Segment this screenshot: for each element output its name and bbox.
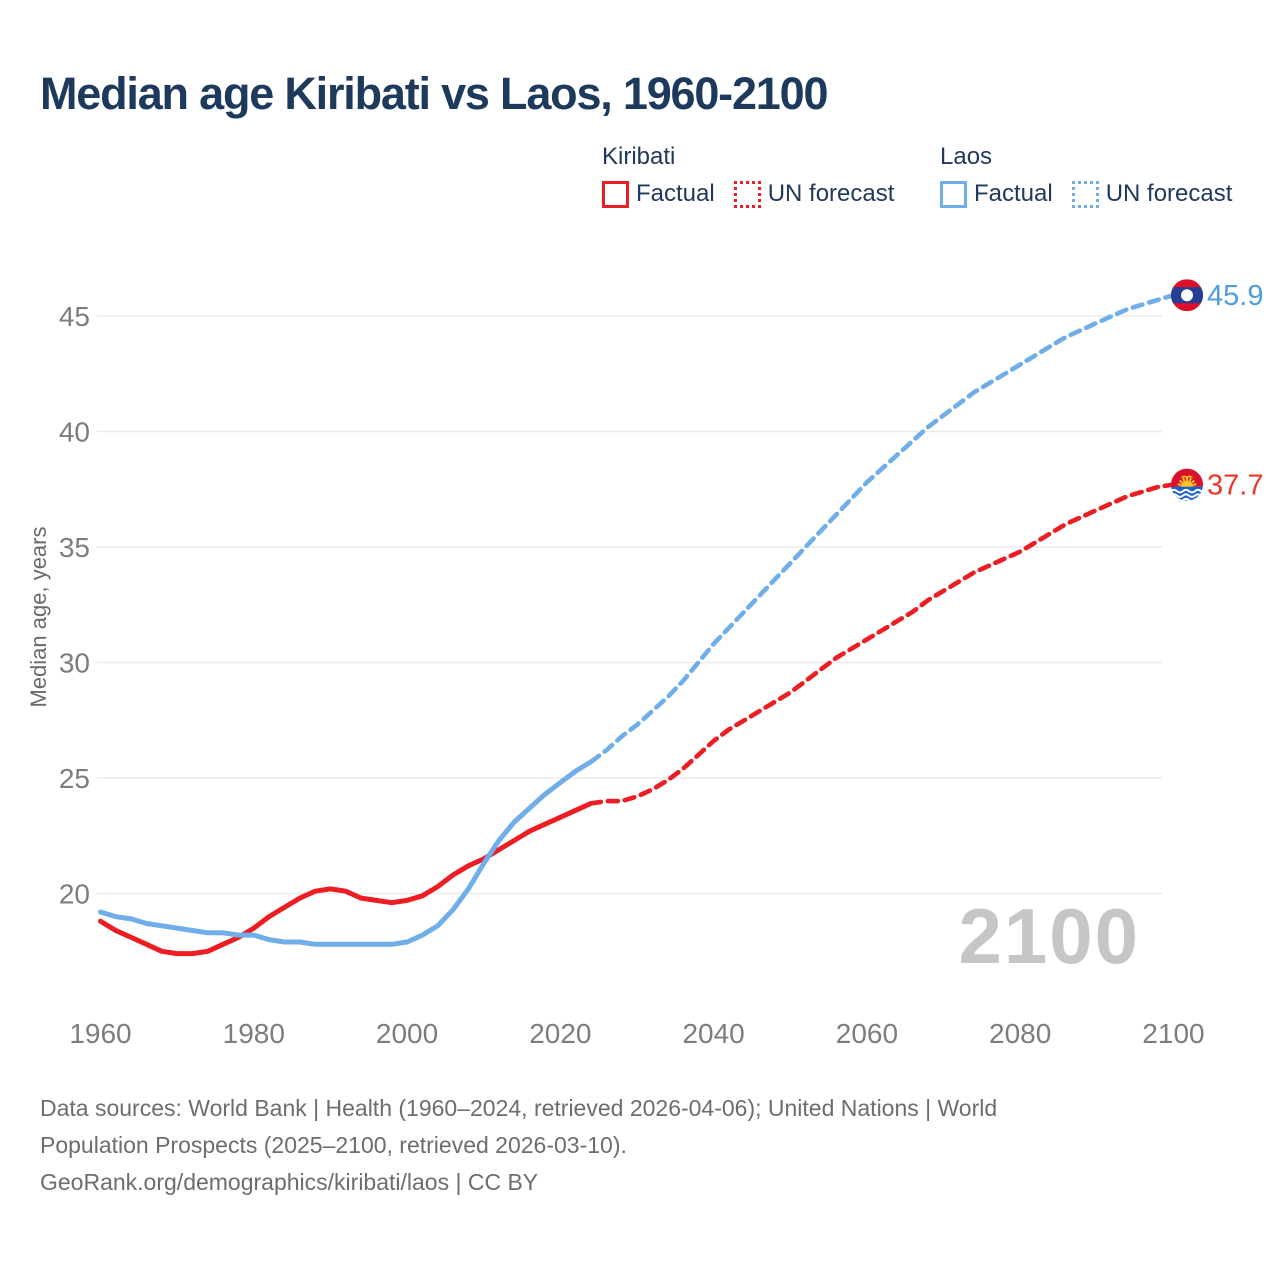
legend-item-label: Factual (974, 180, 1053, 207)
end-value-label-kiribati: 37.7 (1207, 470, 1263, 502)
series-line-laos-dashed (588, 292, 1176, 765)
legend-swatch-dotted-icon (733, 180, 761, 208)
y-tick-label: 25 (59, 763, 90, 794)
y-tick-label: 35 (59, 532, 90, 563)
x-tick-label: 2100 (1142, 1018, 1204, 1049)
x-tick-label: 1980 (223, 1018, 285, 1049)
legend-swatch-solid-icon (602, 180, 629, 208)
legend-item-label: UN forecast (1105, 180, 1233, 207)
series-line-kiribati-dashed (588, 482, 1176, 806)
kiribati-flag-icon (1171, 468, 1203, 501)
legend-group-laos: Laos Factual UN forecast (940, 143, 1232, 208)
legend-heading-kiribati: Kiribati (602, 143, 676, 170)
page-title: Median age Kiribati vs Laos, 1960-2100 (40, 68, 828, 119)
footer-line[interactable]: GeoRank.org/demographics/kiribati/laos |… (40, 1169, 539, 1195)
laos-flag-icon (1171, 279, 1203, 312)
legend-group-kiribati: Kiribati Factual UN forecast (602, 143, 894, 208)
end-value-label-laos: 45.9 (1207, 280, 1263, 312)
y-axis-title: Median age, years (26, 527, 51, 708)
legend-heading-laos: Laos (940, 143, 993, 170)
watermark: 2100 (958, 892, 1140, 980)
data-sources-note: Data sources: World Bank | Health (1960–… (40, 1090, 997, 1201)
y-tick-label: 45 (59, 301, 90, 332)
y-tick-label: 20 (59, 879, 90, 910)
x-tick-label: 1960 (69, 1018, 131, 1049)
x-tick-label: 2000 (376, 1018, 438, 1049)
legend-item-laos-forecast[interactable]: UN forecast (1071, 180, 1233, 208)
legend-item-laos-factual[interactable]: Factual (940, 180, 1053, 208)
legend-swatch-dotted-icon (1071, 180, 1099, 208)
x-tick-label: 2060 (836, 1018, 898, 1049)
y-tick-label: 30 (59, 648, 90, 679)
legend-item-label: Factual (636, 180, 715, 207)
series-line-kiribati-solid (98, 800, 594, 957)
footer-line: Population Prospects (2025–2100, retriev… (40, 1132, 627, 1158)
x-tick-label: 2020 (529, 1018, 591, 1049)
series-line-laos-solid (98, 759, 594, 947)
legend-swatch-solid-icon (940, 180, 967, 208)
footer-line: Data sources: World Bank | Health (1960–… (40, 1095, 998, 1121)
y-tick-label: 40 (59, 417, 90, 448)
legend-item-kiribati-factual[interactable]: Factual (602, 180, 715, 208)
legend-item-label: UN forecast (767, 180, 895, 207)
x-tick-label: 2080 (989, 1018, 1051, 1049)
x-tick-label: 2040 (682, 1018, 744, 1049)
legend-item-kiribati-forecast[interactable]: UN forecast (733, 180, 895, 208)
